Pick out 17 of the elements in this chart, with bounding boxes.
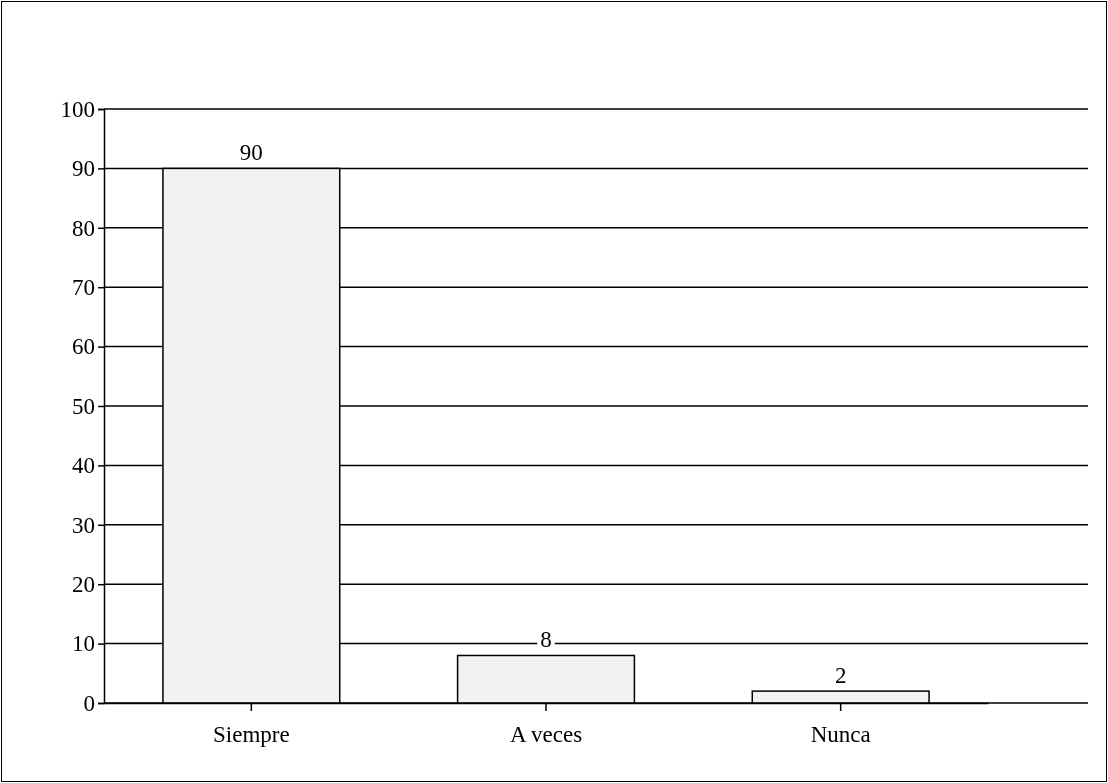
y-tick-label: 0 [83,690,95,716]
x-tick-label: Nunca [810,721,871,747]
y-tick-label: 40 [72,453,95,479]
y-tick-label: 100 [60,96,95,122]
data-label: 90 [239,140,263,166]
data-label: 2 [834,663,847,689]
y-tick-label: 90 [72,156,95,182]
data-label: 8 [540,627,552,653]
x-tick-label: A veces [509,721,583,747]
y-tick-label: 60 [72,334,95,360]
y-tick-label: 30 [72,512,95,538]
y-tick-label: 80 [72,215,95,241]
y-tick-label: 10 [72,631,95,657]
y-tick-label: 70 [72,275,95,301]
y-tick-label: 50 [72,393,95,419]
y-tick-label: 20 [72,572,95,598]
x-tick-label: Siempre [213,721,290,747]
